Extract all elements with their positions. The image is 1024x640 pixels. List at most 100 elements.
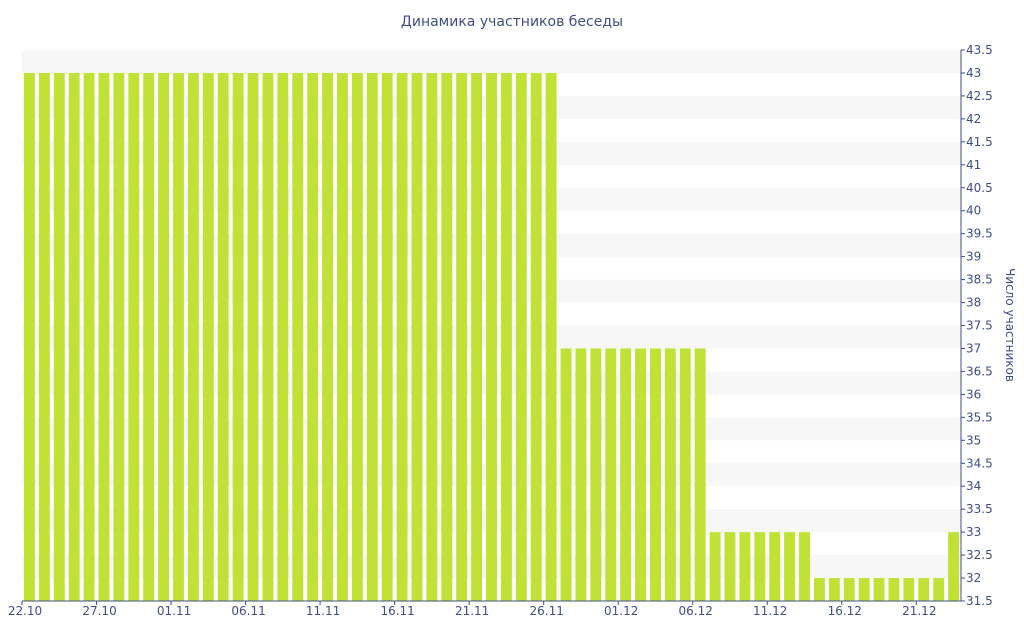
bar	[217, 72, 229, 601]
y-axis-label: Число участников	[1003, 268, 1017, 382]
bar	[98, 72, 110, 601]
bar	[337, 72, 348, 601]
bar	[709, 532, 721, 602]
bar	[143, 72, 155, 601]
bar	[292, 72, 304, 601]
x-tick-label: 06.12	[679, 604, 713, 618]
bar	[426, 72, 438, 601]
x-tick-label: 27.10	[82, 604, 116, 618]
bar	[24, 72, 35, 601]
bar	[381, 72, 393, 601]
bar	[560, 348, 572, 601]
y-tick-label: 32.5	[966, 548, 993, 562]
bar	[903, 578, 915, 601]
x-tick-label: 01.12	[604, 604, 638, 618]
bar	[83, 72, 95, 601]
y-tick-label: 43	[966, 66, 981, 80]
y-tick-label: 42.5	[966, 89, 993, 103]
bar	[858, 578, 870, 601]
bar	[888, 578, 900, 601]
y-tick-label: 42	[966, 112, 981, 126]
bar	[351, 72, 363, 601]
bar	[366, 72, 378, 601]
bar	[471, 72, 483, 601]
bar	[322, 72, 333, 601]
y-tick-label: 39.5	[966, 227, 993, 241]
bar	[784, 532, 796, 602]
y-tick-label: 38.5	[966, 273, 993, 287]
bar	[307, 72, 319, 601]
y-tick-label: 31.5	[966, 594, 993, 608]
bar	[590, 348, 602, 601]
y-ticks-group: 31.5 32 32.5 33 33.5 34 34.5 35 35.5 36 36.5 37 37.5…	[961, 43, 993, 608]
y-tick-label: 33.5	[966, 502, 993, 516]
bar	[232, 72, 244, 601]
y-tick-label: 38	[966, 296, 981, 310]
bar	[202, 72, 214, 601]
bar	[918, 578, 930, 601]
bar	[620, 348, 632, 601]
y-tick-label: 32	[966, 571, 981, 585]
bar	[262, 72, 274, 601]
x-tick-label: 11.12	[753, 604, 787, 618]
bar	[873, 578, 885, 601]
bar	[739, 532, 751, 602]
bar	[769, 532, 781, 602]
bar	[38, 72, 50, 601]
bar	[500, 72, 512, 601]
bar	[679, 348, 691, 601]
y-tick-label: 33	[966, 525, 981, 539]
bar	[650, 348, 661, 601]
bar	[158, 72, 170, 601]
bar	[754, 532, 766, 602]
bar	[68, 72, 80, 601]
bar	[828, 578, 840, 601]
y-tick-label: 36	[966, 387, 981, 401]
y-tick-label: 41.5	[966, 135, 993, 149]
x-ticks-group: 22.10 27.10 01.11 06.11 11.11 16.11 21.11 26.11…	[8, 601, 936, 618]
bar	[173, 72, 184, 601]
bar	[605, 348, 617, 601]
x-tick-label: 21.12	[902, 604, 936, 618]
bar	[486, 72, 497, 601]
bar	[664, 348, 676, 601]
y-tick-label: 34.5	[966, 456, 993, 470]
y-tick-label: 34	[966, 479, 981, 493]
chart-title: Динамика участников беседы	[400, 14, 624, 30]
bar	[128, 72, 140, 601]
bar	[396, 72, 408, 601]
bar	[277, 72, 289, 601]
x-tick-label: 16.12	[828, 604, 862, 618]
y-tick-label: 41	[966, 158, 981, 172]
bar	[933, 578, 945, 601]
bar	[411, 72, 423, 601]
bar	[53, 72, 65, 601]
y-tick-label: 37	[966, 341, 981, 355]
bar	[948, 532, 959, 602]
bar	[441, 72, 453, 601]
bar	[515, 72, 527, 601]
bar	[724, 532, 736, 602]
bar	[456, 72, 468, 601]
x-tick-label: 22.10	[8, 604, 42, 618]
bar	[113, 72, 125, 601]
bar	[187, 72, 199, 601]
bars-group	[24, 72, 959, 602]
y-tick-label: 35	[966, 433, 981, 447]
bar	[247, 72, 259, 601]
y-tick-label: 39	[966, 250, 981, 264]
x-tick-label: 26.11	[529, 604, 563, 618]
bar	[843, 578, 855, 601]
bar	[799, 532, 810, 602]
x-tick-label: 11.11	[306, 604, 340, 618]
y-tick-label: 40	[966, 204, 981, 218]
y-tick-label: 37.5	[966, 319, 993, 333]
bar	[545, 72, 557, 601]
y-tick-label: 43.5	[966, 43, 993, 57]
x-tick-label: 21.11	[455, 604, 489, 618]
y-tick-label: 36.5	[966, 364, 993, 378]
y-tick-label: 35.5	[966, 410, 993, 424]
bar	[635, 348, 646, 601]
